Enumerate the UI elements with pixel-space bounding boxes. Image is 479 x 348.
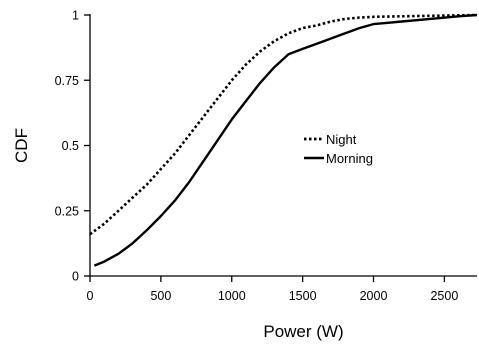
x-tick-label: 1500	[289, 289, 317, 303]
x-tick-label: 500	[150, 289, 171, 303]
y-tick-label: 0	[72, 270, 79, 284]
y-tick-label: 0.75	[55, 74, 79, 88]
x-tick-label: 0	[87, 289, 94, 303]
x-tick-label: 1000	[218, 289, 246, 303]
y-tick-label: 0.5	[62, 139, 79, 153]
y-tick-label: 1	[72, 9, 79, 23]
legend-label-night: Night	[326, 132, 357, 147]
x-axis-title: Power (W)	[263, 322, 343, 341]
series-line-morning	[93, 13, 478, 267]
x-tick-label: 2000	[360, 289, 388, 303]
y-axis-title: CDF	[12, 128, 31, 163]
y-tick-label: 0.25	[55, 204, 79, 218]
series-line-night	[89, 13, 478, 236]
legend-label-morning: Morning	[326, 151, 373, 166]
x-tick-label: 2500	[430, 289, 458, 303]
